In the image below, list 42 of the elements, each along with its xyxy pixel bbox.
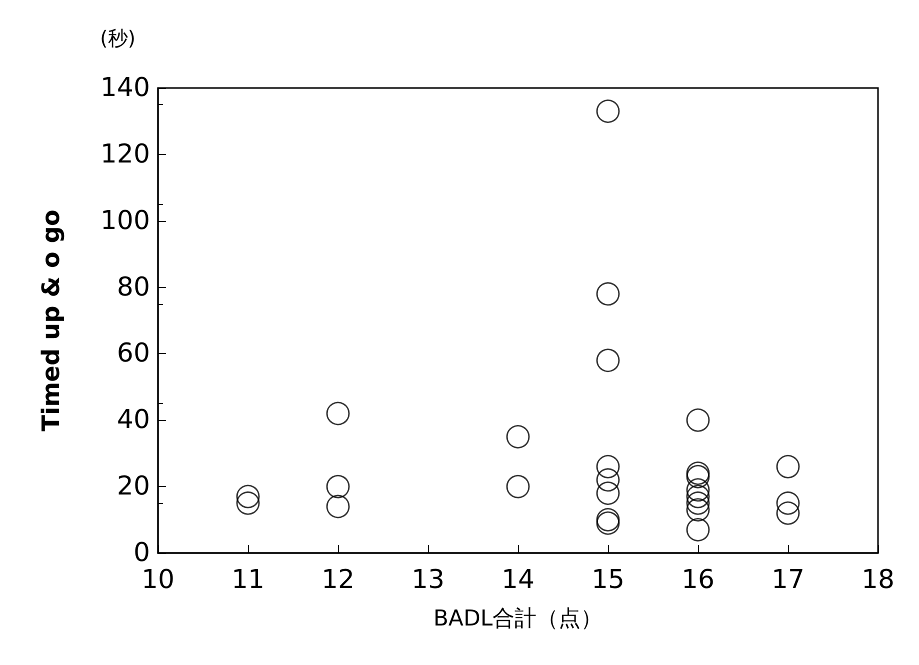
point bbox=[236, 484, 260, 508]
point bbox=[776, 501, 800, 525]
text: (秒) bbox=[100, 26, 136, 50]
y-tick-label: 80 bbox=[116, 272, 150, 302]
x-tick-label: 12 bbox=[321, 565, 355, 595]
x-tick-label: 16 bbox=[681, 565, 715, 595]
y-tick-label: 0 bbox=[133, 538, 150, 568]
y-tick-label: 40 bbox=[116, 405, 150, 436]
point bbox=[686, 491, 710, 515]
x-tick-label: 13 bbox=[411, 565, 445, 595]
point bbox=[596, 454, 620, 478]
point bbox=[686, 518, 710, 542]
x-axis-title: BADL合計（点） bbox=[433, 606, 603, 632]
point bbox=[596, 468, 620, 492]
point bbox=[326, 402, 350, 426]
point bbox=[506, 474, 530, 498]
x-tick-label: 17 bbox=[771, 565, 805, 595]
y-tick-label: 120 bbox=[100, 139, 150, 170]
point bbox=[506, 425, 530, 448]
point bbox=[596, 348, 620, 372]
point bbox=[776, 454, 800, 478]
y-tick-label: 100 bbox=[100, 206, 150, 236]
y-axis-title: Timed up & o go bbox=[37, 210, 65, 432]
x-tick-label: 11 bbox=[231, 565, 265, 595]
point bbox=[326, 474, 350, 498]
point bbox=[596, 282, 620, 306]
point bbox=[596, 100, 620, 123]
point bbox=[686, 498, 710, 522]
point bbox=[776, 491, 800, 515]
point bbox=[596, 481, 620, 505]
y-tick-label: 140 bbox=[100, 73, 150, 103]
x-tick-label: 18 bbox=[861, 565, 895, 595]
point bbox=[686, 408, 710, 432]
x-tick-label: 10 bbox=[141, 565, 175, 595]
x-tick-label: 15 bbox=[591, 565, 625, 595]
x-tick-label: 14 bbox=[501, 565, 535, 595]
y-tick-label: 20 bbox=[116, 472, 150, 502]
point bbox=[686, 478, 710, 502]
point bbox=[326, 494, 350, 518]
y-tick-label: 60 bbox=[116, 338, 150, 369]
point bbox=[686, 484, 710, 508]
point bbox=[236, 491, 260, 515]
